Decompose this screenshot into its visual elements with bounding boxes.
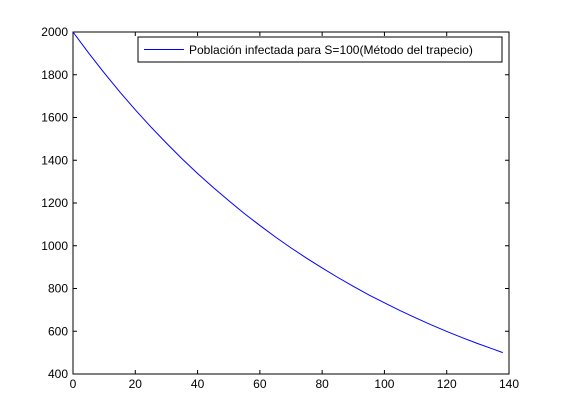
y-tick-label: 1600 xyxy=(41,111,68,125)
y-tick-label: 400 xyxy=(48,367,68,381)
series-line xyxy=(72,31,503,354)
x-tick-label: 60 xyxy=(253,377,267,391)
y-axis-ticks: 400 600 800 1000 1200 1400 1600 1800 2000 xyxy=(41,25,509,381)
y-tick-label: 600 xyxy=(48,324,68,338)
series-layer xyxy=(72,31,503,354)
y-tick-label: 1800 xyxy=(41,68,68,82)
x-axis-ticks: 0 20 40 60 80 100 120 140 xyxy=(70,32,519,391)
y-tick-label: 1200 xyxy=(41,196,68,210)
y-tick-label: 2000 xyxy=(41,25,68,39)
plot-area xyxy=(72,31,510,375)
y-tick-label: 800 xyxy=(48,282,68,296)
legend: Población infectada para S=100(Método de… xyxy=(137,36,503,63)
x-tick-label: 80 xyxy=(315,377,329,391)
y-tick-label: 1400 xyxy=(41,153,68,167)
x-tick-label: 100 xyxy=(374,377,394,391)
legend-box xyxy=(137,36,503,63)
y-tick-label: 1000 xyxy=(41,239,68,253)
x-tick-label: 20 xyxy=(129,377,143,391)
legend-label: Población infectada para S=100(Método de… xyxy=(189,43,473,57)
x-tick-label: 40 xyxy=(191,377,205,391)
x-tick-label: 120 xyxy=(437,377,457,391)
x-tick-label: 0 xyxy=(70,377,77,391)
x-tick-label: 140 xyxy=(499,377,519,391)
